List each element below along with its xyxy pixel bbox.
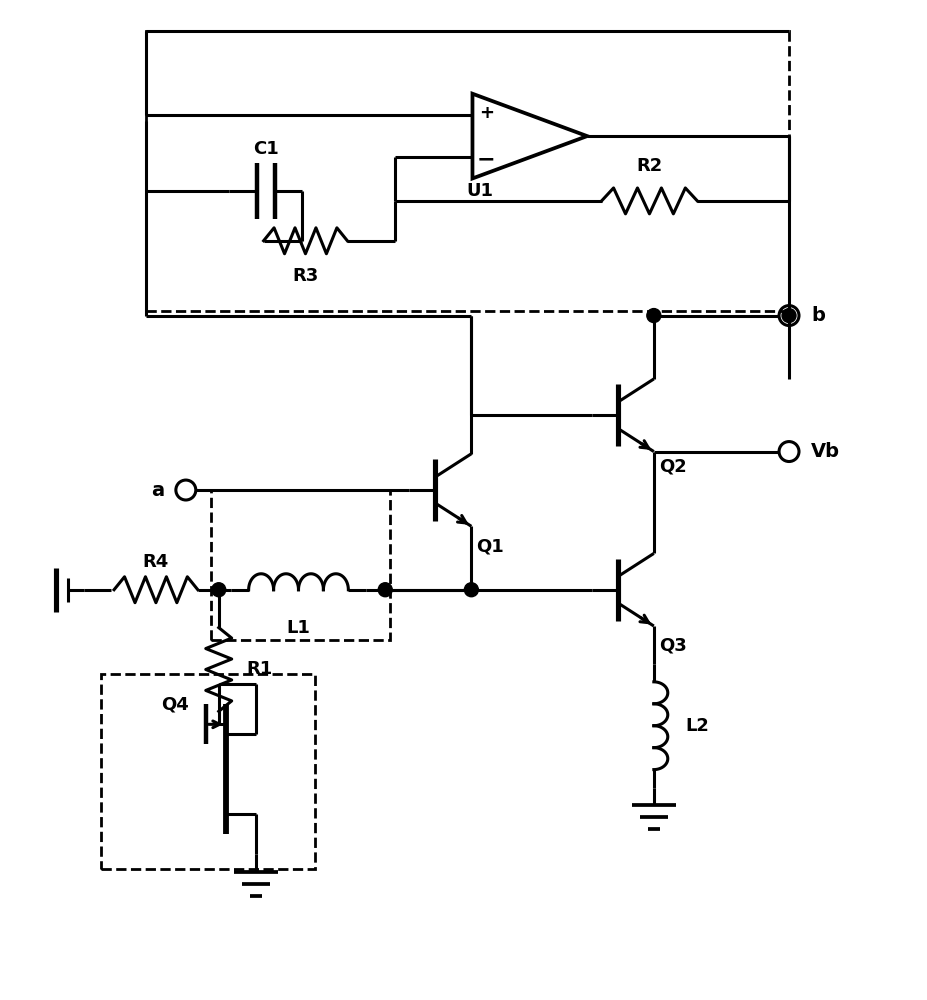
- Text: R4: R4: [143, 553, 169, 571]
- Text: Q1: Q1: [476, 537, 503, 555]
- Text: Q4: Q4: [160, 695, 188, 713]
- Circle shape: [211, 583, 225, 597]
- Text: a: a: [150, 481, 164, 500]
- Bar: [101, 674, 315, 869]
- Text: b: b: [810, 306, 824, 325]
- Text: Q3: Q3: [658, 637, 686, 655]
- Circle shape: [781, 309, 795, 323]
- Text: R1: R1: [247, 660, 273, 678]
- Text: +: +: [478, 104, 493, 122]
- Circle shape: [378, 583, 392, 597]
- Circle shape: [464, 583, 477, 597]
- Bar: [210, 490, 389, 640]
- Text: U1: U1: [466, 182, 493, 200]
- Bar: [146, 31, 788, 311]
- Text: R3: R3: [292, 267, 318, 285]
- Text: L2: L2: [685, 717, 709, 735]
- Text: R2: R2: [636, 157, 662, 175]
- Text: Q2: Q2: [658, 458, 686, 476]
- Text: −: −: [476, 149, 495, 169]
- Text: L1: L1: [286, 619, 311, 637]
- Text: C1: C1: [252, 140, 278, 158]
- Circle shape: [646, 309, 660, 323]
- Text: Vb: Vb: [810, 442, 839, 461]
